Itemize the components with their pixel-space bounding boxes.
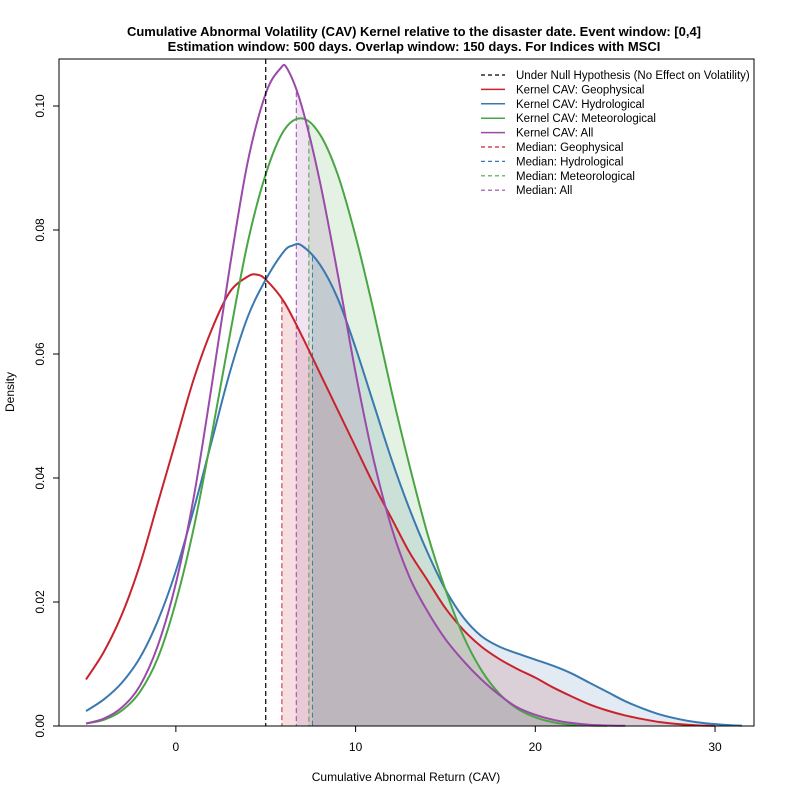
curve-geophysical [85, 273, 716, 727]
x-tick-label: 20 [529, 740, 543, 754]
legend-label: Under Null Hypothesis (No Effect on Vola… [516, 70, 750, 82]
legend-label: Median: All [516, 185, 572, 197]
median-lines [281, 92, 313, 726]
density-curves [85, 63, 743, 727]
y-tick-label: 0.04 [33, 466, 47, 490]
legend-label: Kernel CAV: Geophysical [516, 84, 644, 96]
curve-meteorological [85, 117, 608, 727]
plot-frame [58, 58, 755, 727]
legend-label: Kernel CAV: All [516, 128, 593, 140]
x-tick-label: 10 [349, 740, 363, 754]
x-tick-label: 30 [708, 740, 722, 754]
y-tick-label: 0.10 [33, 94, 47, 118]
legend-item: Median: All [481, 185, 572, 197]
y-axis: 0.00 0.02 0.04 0.06 0.08 0.10 [33, 94, 59, 738]
x-axis: 0 10 20 30 [173, 726, 722, 754]
legend-label: Median: Geophysical [516, 142, 623, 154]
shaded-area-geophysical [281, 298, 716, 726]
legend-item: Kernel CAV: All [481, 128, 593, 140]
x-axis-label: Cumulative Abnormal Return (CAV) [312, 770, 501, 784]
shaded-area-hydrological [312, 256, 742, 726]
curve-all [85, 63, 626, 727]
legend-item: Kernel CAV: Geophysical [481, 84, 644, 96]
legend-label: Median: Hydrological [516, 156, 623, 168]
y-tick-label: 0.06 [33, 342, 47, 366]
legend-label: Median: Meteorological [516, 171, 635, 183]
legend-item: Median: Geophysical [481, 142, 623, 154]
legend-label: Kernel CAV: Hydrological [516, 99, 644, 111]
curve-hydrological [85, 242, 743, 727]
x-tick-label: 0 [173, 740, 180, 754]
chart-title: Cumulative Abnormal Volatility (CAV) Ker… [127, 24, 701, 39]
y-tick-label: 0.00 [33, 714, 47, 738]
legend-item: Median: Meteorological [481, 171, 635, 183]
legend-item: Under Null Hypothesis (No Effect on Vola… [481, 70, 750, 82]
shaded-area-meteorological [308, 124, 608, 727]
legend-item: Kernel CAV: Hydrological [481, 99, 644, 111]
density-fills [281, 92, 742, 727]
y-axis-label: Density [3, 372, 17, 412]
legend-item: Median: Hydrological [481, 156, 623, 168]
legend-label: Kernel CAV: Meteorological [516, 113, 656, 125]
legend-item: Kernel CAV: Meteorological [481, 113, 656, 125]
shaded-area-all [296, 92, 626, 727]
y-tick-label: 0.02 [33, 590, 47, 614]
y-tick-label: 0.08 [33, 218, 47, 242]
legend: Under Null Hypothesis (No Effect on Vola… [481, 70, 750, 197]
chart-subtitle: Estimation window: 500 days. Overlap win… [168, 39, 661, 54]
